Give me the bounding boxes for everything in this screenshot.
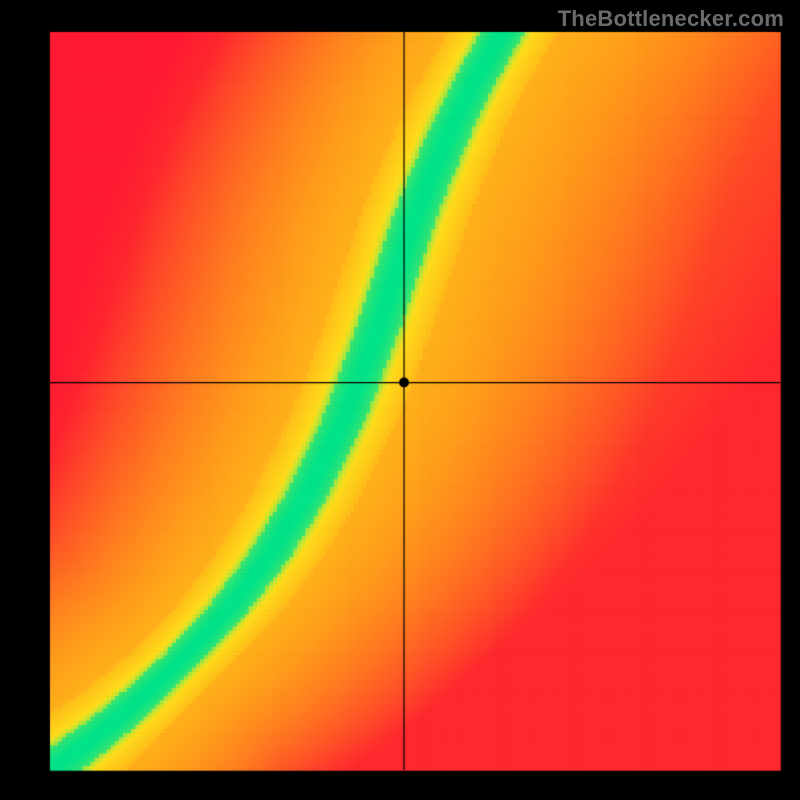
- bottleneck-heatmap: [0, 0, 800, 800]
- watermark-text: TheBottlenecker.com: [558, 6, 784, 32]
- chart-container: TheBottlenecker.com: [0, 0, 800, 800]
